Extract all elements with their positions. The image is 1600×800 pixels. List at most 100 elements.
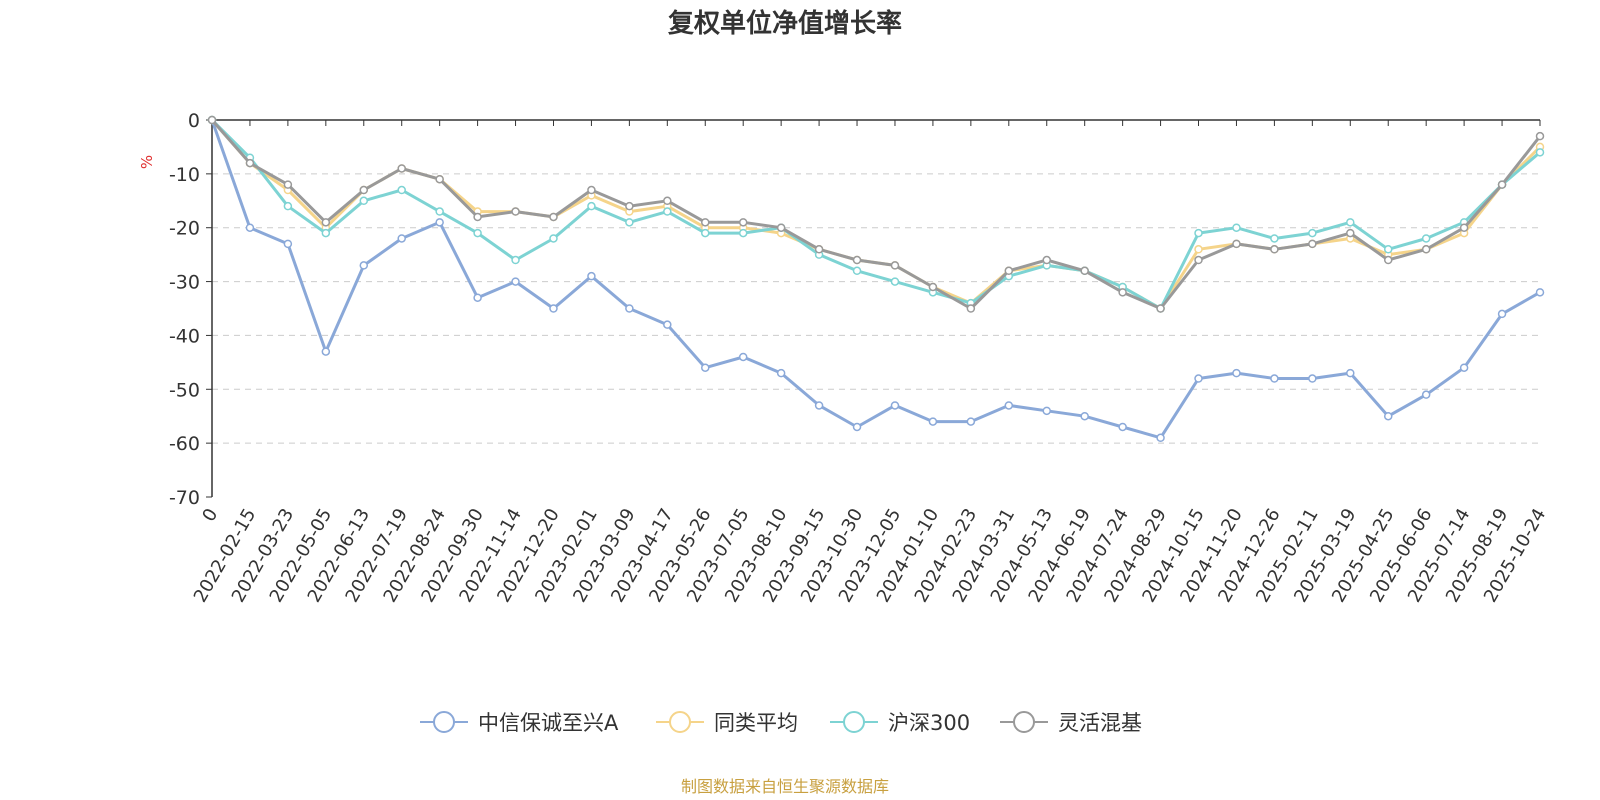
data-point [1118,422,1127,432]
y-axis-unit: % [138,155,156,169]
data-point [1535,148,1545,157]
data-point [1042,406,1051,416]
data-point [1421,390,1431,399]
data-point [1194,228,1203,238]
data-point [1497,180,1507,189]
data-point [283,201,293,211]
legend[interactable]: 中信保诚至兴A 同类平均 沪深300 灵活混基 [420,711,1142,735]
data-point [1383,245,1393,254]
series-lines [207,115,1545,443]
legend-label: 中信保诚至兴A [478,711,619,735]
data-point [1270,374,1279,383]
series-line [210,118,1542,310]
data-point [852,266,862,276]
data-point [511,207,520,216]
legend-item[interactable]: 同类平均 [656,711,798,735]
data-point [1308,228,1317,238]
series-4 [207,115,1545,313]
data-point [663,207,672,216]
legend-item[interactable]: 沪深300 [830,711,970,735]
data-point [511,277,520,286]
data-point [1421,234,1431,243]
data-point [511,255,520,265]
data-point [814,245,824,254]
data-point [1156,304,1165,313]
data-point [776,368,786,378]
data-point [549,304,558,313]
source-note: 制图数据来自恒生聚源数据库 [681,777,889,796]
data-point [890,261,900,270]
data-point [359,185,369,195]
legend-label: 同类平均 [714,711,798,735]
data-point [359,261,369,270]
y-tick-label: -60 [169,433,200,455]
data-point [1346,218,1355,227]
data-point [1080,266,1089,276]
data-point [1194,255,1203,265]
data-point [397,234,406,243]
data-point [890,277,900,286]
data-point [435,207,444,216]
y-tick-label: -10 [169,164,200,186]
data-point [321,228,331,238]
data-point [1535,288,1545,297]
data-point [587,185,596,195]
data-point [890,401,900,410]
legend-label: 灵活混基 [1058,711,1142,735]
x-tick-label: 0 [198,505,222,525]
data-point [1156,433,1165,443]
series-2 [207,115,1545,313]
series-1 [207,115,1545,443]
data-point [1270,245,1279,254]
data-point [1346,368,1355,378]
data-point [1308,239,1317,249]
data-point [738,228,748,238]
data-point [1232,223,1241,232]
data-point [738,352,748,362]
data-point [321,218,331,227]
data-point [701,228,710,238]
data-point [245,158,255,168]
data-point [1383,411,1393,421]
data-point [1080,411,1089,421]
data-point [966,304,976,313]
legend-item[interactable]: 中信保诚至兴A [420,711,619,735]
data-point [435,218,444,227]
data-point [1232,368,1241,378]
data-point [587,201,596,211]
data-point [283,180,293,189]
data-point [852,255,862,265]
data-point [738,218,748,227]
data-point [928,417,938,426]
data-point [397,164,406,173]
data-point [283,239,293,249]
data-point [966,417,976,426]
data-point [397,185,406,195]
data-point [1459,223,1469,232]
series-line [210,118,1542,310]
data-point [549,212,558,222]
y-tick-label: -50 [169,379,200,401]
y-tick-label: -20 [169,218,200,240]
data-point [701,363,710,372]
legend-circle-icon [1013,711,1035,733]
y-tick-label: 0 [188,110,200,132]
data-point [1459,363,1469,372]
data-point [1497,309,1507,319]
data-point [1308,374,1317,383]
data-point [928,282,938,292]
data-point [1346,228,1355,238]
data-point [1383,255,1393,265]
data-point [776,223,786,232]
legend-item[interactable]: 灵活混基 [1000,711,1142,735]
data-point [625,201,634,211]
data-point [1194,374,1203,383]
data-point [701,218,710,227]
data-point [1232,239,1241,249]
data-point [852,422,862,432]
y-tick-label: -40 [169,325,200,347]
data-point [1042,255,1051,265]
data-point [473,228,482,238]
